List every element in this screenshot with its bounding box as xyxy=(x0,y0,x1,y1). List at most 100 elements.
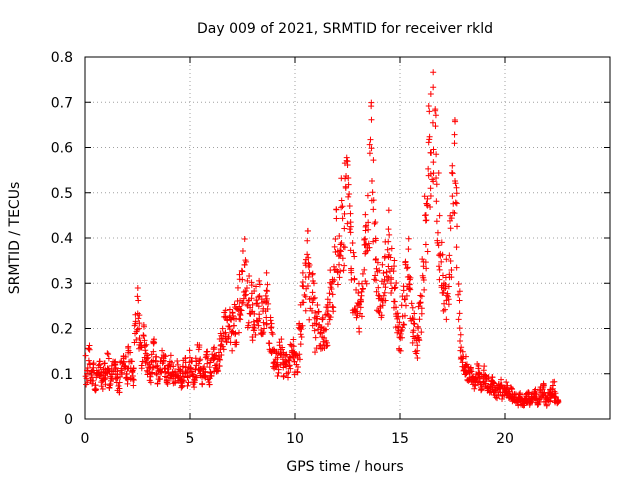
data-point xyxy=(333,215,340,222)
data-point xyxy=(302,307,309,314)
data-point xyxy=(453,190,460,197)
data-point xyxy=(138,362,145,369)
data-point xyxy=(426,108,433,115)
data-point xyxy=(338,197,345,204)
data-point xyxy=(85,345,92,352)
data-point xyxy=(392,284,399,291)
data-point xyxy=(329,291,336,298)
data-point xyxy=(264,288,271,295)
data-point xyxy=(336,274,343,281)
x-tick-label: 15 xyxy=(391,431,409,447)
data-point xyxy=(393,304,400,311)
data-point xyxy=(339,255,346,262)
data-point xyxy=(210,345,217,352)
data-point xyxy=(421,286,428,293)
data-point xyxy=(176,366,183,373)
data-point xyxy=(296,356,303,363)
data-point xyxy=(447,225,454,232)
data-point xyxy=(346,190,353,197)
data-point xyxy=(344,158,351,165)
data-point xyxy=(453,264,460,271)
data-point xyxy=(485,375,492,382)
data-point xyxy=(322,326,329,333)
data-point xyxy=(91,386,98,393)
data-point xyxy=(197,356,204,363)
data-point xyxy=(239,276,246,283)
data-point xyxy=(418,329,425,336)
data-point xyxy=(398,328,405,335)
data-point xyxy=(409,315,416,322)
data-point xyxy=(372,219,379,226)
data-point xyxy=(244,301,251,308)
data-point xyxy=(414,354,421,361)
data-point xyxy=(337,241,344,248)
data-point xyxy=(357,298,364,305)
data-point xyxy=(338,240,345,247)
data-point xyxy=(236,315,243,322)
data-point xyxy=(189,371,196,378)
data-point xyxy=(456,288,463,295)
data-point xyxy=(547,398,554,405)
data-point xyxy=(362,223,369,230)
data-point xyxy=(489,374,496,381)
data-point xyxy=(186,354,193,361)
data-point xyxy=(402,302,409,309)
data-point xyxy=(96,358,103,365)
data-point xyxy=(130,382,137,389)
data-point xyxy=(384,278,391,285)
data-point xyxy=(319,316,326,323)
data-point xyxy=(237,306,244,313)
data-point xyxy=(312,309,319,316)
data-point xyxy=(287,341,294,348)
data-point xyxy=(455,280,462,287)
data-point xyxy=(406,273,413,280)
data-point xyxy=(290,336,297,343)
data-point xyxy=(490,379,497,386)
data-point xyxy=(143,341,150,348)
data-point xyxy=(164,379,171,386)
data-point xyxy=(246,273,253,280)
data-point xyxy=(349,239,356,246)
data-point xyxy=(341,225,348,232)
data-point xyxy=(381,276,388,283)
data-point xyxy=(352,308,359,315)
data-point xyxy=(178,382,185,389)
data-point xyxy=(434,237,441,244)
data-point xyxy=(399,334,406,341)
data-point xyxy=(366,150,373,157)
data-point xyxy=(406,276,413,283)
data-point xyxy=(324,321,331,328)
data-point xyxy=(229,309,236,316)
data-point xyxy=(84,364,91,371)
data-point xyxy=(516,391,523,398)
data-point xyxy=(239,247,246,254)
data-point xyxy=(313,321,320,328)
data-point xyxy=(456,325,463,332)
data-point xyxy=(414,342,421,349)
data-point xyxy=(248,282,255,289)
data-point xyxy=(328,286,335,293)
data-point xyxy=(382,297,389,304)
data-point xyxy=(327,314,334,321)
data-point xyxy=(449,162,456,169)
data-point xyxy=(104,350,111,357)
data-point xyxy=(362,235,369,242)
data-point xyxy=(112,358,119,365)
data-point xyxy=(367,136,374,143)
data-point xyxy=(385,263,392,270)
data-point xyxy=(268,329,275,336)
data-point xyxy=(85,357,92,364)
data-point xyxy=(298,333,305,340)
data-point xyxy=(296,320,303,327)
data-point xyxy=(345,193,352,200)
data-point xyxy=(129,372,136,379)
data-point xyxy=(417,299,424,306)
data-point xyxy=(243,258,250,265)
data-point xyxy=(401,312,408,319)
data-point xyxy=(467,367,474,374)
data-point xyxy=(403,292,410,299)
data-point xyxy=(370,238,377,245)
data-point xyxy=(448,267,455,274)
data-point xyxy=(242,292,249,299)
data-point xyxy=(185,379,192,386)
